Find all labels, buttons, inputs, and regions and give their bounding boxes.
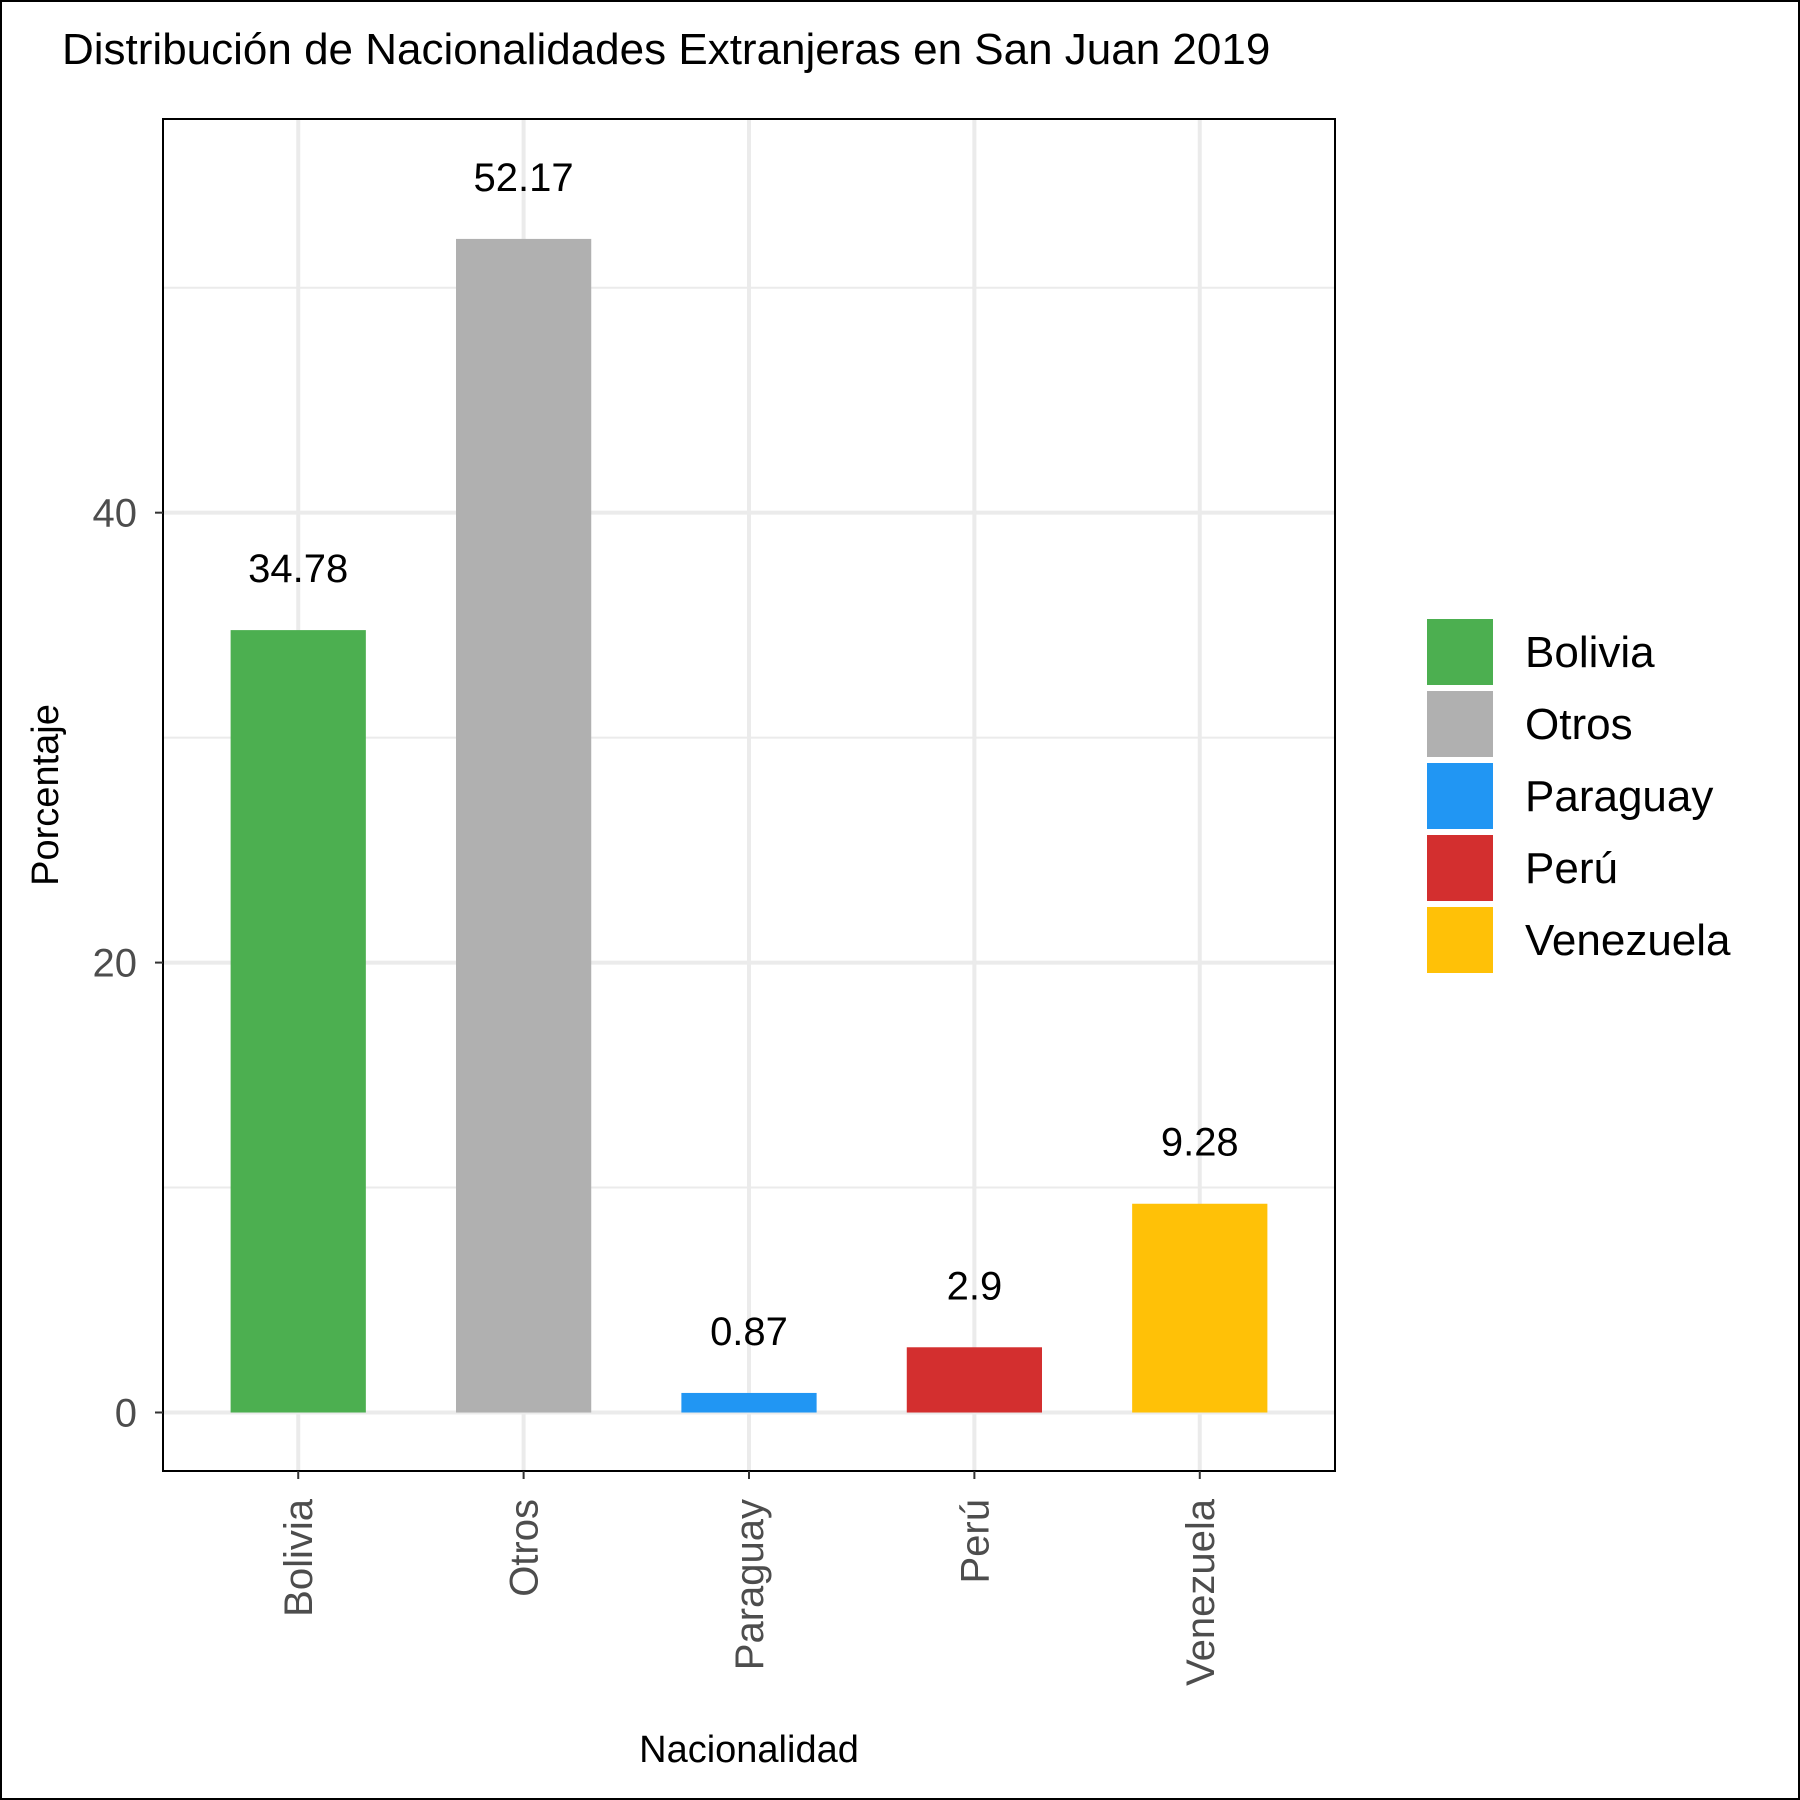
y-axis-ticks: 0 20 40 [93,492,163,1436]
x-tick-label: Bolivia [277,1498,321,1617]
legend-key-perú [1427,835,1493,901]
legend-label: Otros [1525,700,1633,749]
bar-paraguay [681,1392,817,1413]
bars-layer [230,238,1268,1413]
legend-label: Perú [1525,844,1618,893]
x-tick-label: Otros [503,1499,547,1597]
bar-value-label: 0.87 [710,1310,788,1354]
bar-value-label: 34.78 [248,547,348,591]
bar-value-label: 52.17 [474,156,574,200]
y-tick-label: 20 [93,942,138,986]
legend-label: Bolivia [1525,628,1655,677]
legend-key-otros [1427,691,1493,757]
x-tick-label: Venezuela [1179,1498,1223,1686]
legend: Bolivia Otros Paraguay Perú Venezuela [1427,619,1731,973]
bar-value-label: 9.28 [1161,1121,1239,1165]
bar-bolivia [230,630,366,1413]
y-axis-title: Porcentaje [25,704,67,886]
bar-value-label: 2.9 [947,1264,1003,1308]
y-tick-label: 40 [93,492,138,536]
legend-key-bolivia [1427,619,1493,685]
x-tick-label: Paraguay [728,1499,772,1670]
chart-title: Distribución de Nacionalidades Extranjer… [62,25,1270,74]
bar-otros [456,238,592,1413]
x-axis-title: Nacionalidad [639,1729,859,1771]
legend-label: Paraguay [1525,772,1713,821]
legend-label: Venezuela [1525,916,1731,965]
bar-labels-layer: 34.78 52.17 0.87 2.9 9.28 [248,156,1239,1354]
legend-key-paraguay [1427,763,1493,829]
x-axis-ticks: Bolivia Otros Paraguay Perú Venezuela [277,1471,1223,1686]
bar-venezuela [1132,1203,1268,1413]
x-tick-label: Perú [953,1499,997,1584]
y-tick-label: 0 [115,1392,137,1436]
legend-key-venezuela [1427,907,1493,973]
bar-perú [906,1347,1042,1413]
